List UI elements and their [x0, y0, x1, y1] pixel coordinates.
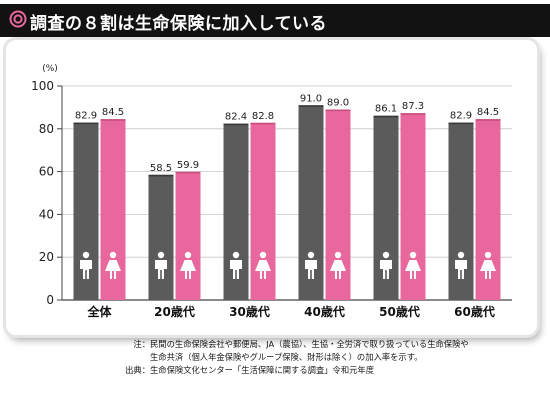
data-label: 82.8: [252, 111, 274, 122]
footnote-text: 生命保険文化センター「生活保障に関する調査」令和元年度: [150, 365, 375, 375]
data-label: 87.3: [402, 101, 424, 112]
footnote-head: 出典：: [125, 365, 150, 375]
bar: [73, 122, 99, 301]
male-icon: [80, 260, 92, 279]
bar-top-edge: [448, 122, 474, 125]
female-icon-head: [409, 251, 417, 259]
bar-top-edge: [325, 109, 351, 112]
female-icon-head: [484, 251, 492, 259]
footnote-line: 出典： 生命保険文化センター「生活保障に関する調査」令和元年度: [120, 364, 540, 377]
y-tick-label: 100: [31, 79, 54, 93]
bar-top-edge: [175, 171, 201, 174]
y-tick-label: 0: [46, 293, 54, 307]
footnote-line: 生命共済（個人年金保険やグループ保険、財形は除く）の加入率を示す。: [120, 351, 540, 364]
bar-top-edge: [100, 119, 126, 121]
female-icon: [330, 260, 346, 279]
female-icon-head: [109, 251, 117, 259]
footnote-head: 注：: [133, 339, 150, 349]
x-tick-label: 50歳代: [379, 304, 420, 319]
double-circle-icon: [9, 10, 27, 28]
data-label: 89.0: [327, 98, 349, 109]
data-label: 82.9: [450, 111, 472, 122]
male-icon-head: [457, 251, 465, 259]
bar: [100, 119, 126, 300]
data-label: 59.9: [177, 160, 199, 171]
bar: [400, 113, 426, 300]
female-icon: [105, 260, 121, 279]
bar-top-edge: [298, 105, 324, 107]
data-label: 91.0: [300, 93, 322, 104]
female-icon-head: [259, 251, 267, 259]
male-icon: [230, 260, 242, 279]
footnote-text: 生命共済（個人年金保険やグループ保険、財形は除く）の加入率を示す。: [150, 352, 423, 362]
data-label: 84.5: [102, 107, 124, 118]
footnote-head: [120, 351, 150, 364]
female-icon-head: [334, 251, 342, 259]
data-label: 82.9: [75, 111, 97, 122]
x-tick-label: 全体: [86, 304, 112, 319]
data-label: 82.4: [225, 112, 247, 123]
footnotes: 注： 民間の生命保険会社や郵便局、JA（農協）、生協・全労済で取り扱っている生命保…: [120, 338, 540, 377]
bar: [250, 122, 276, 300]
y-tick-label: 40: [39, 207, 54, 221]
bar: [373, 115, 399, 300]
bar: [223, 123, 249, 300]
bar-top-edge: [400, 113, 426, 115]
female-icon-head: [184, 251, 192, 259]
male-icon-head: [307, 251, 315, 259]
y-tick-label: 60: [39, 165, 54, 179]
male-icon-head: [157, 251, 165, 259]
female-icon: [405, 260, 421, 279]
x-tick-label: 20歳代: [154, 304, 195, 319]
y-unit-label: (%): [42, 64, 58, 74]
y-tick-label: 20: [39, 250, 54, 264]
bar: [448, 122, 474, 301]
bar-top-edge: [73, 122, 99, 125]
male-icon-head: [382, 251, 390, 259]
bar-top-edge: [223, 123, 249, 126]
footnote-line: 注： 民間の生命保険会社や郵便局、JA（農協）、生協・全労済で取り扱っている生命保…: [120, 338, 540, 351]
bar-top-edge: [250, 122, 276, 125]
x-tick-label: 40歳代: [304, 304, 345, 319]
x-tick-label: 30歳代: [229, 304, 270, 319]
male-icon-head: [82, 251, 90, 259]
x-tick-label: 60歳代: [454, 304, 495, 319]
female-icon: [255, 260, 271, 279]
male-icon: [455, 260, 467, 279]
bar: [175, 171, 201, 300]
bar-top-edge: [373, 115, 399, 118]
y-tick-label: 80: [39, 122, 54, 136]
bar: [325, 109, 351, 300]
data-label: 86.1: [375, 104, 397, 115]
female-icon: [180, 260, 196, 279]
data-label: 58.5: [150, 163, 172, 174]
bar: [298, 105, 324, 300]
bar: [148, 174, 174, 300]
bar: [475, 119, 501, 300]
male-icon: [155, 260, 167, 279]
title-bar: 調査の８割は生命保険に加入している: [0, 4, 550, 37]
female-icon: [480, 260, 496, 279]
male-icon: [305, 260, 317, 279]
male-icon: [380, 260, 392, 279]
bar-top-edge: [148, 174, 174, 177]
footnote-text: 民間の生命保険会社や郵便局、JA（農協）、生協・全労済で取り扱っている生命保険や: [150, 339, 469, 349]
bar-top-edge: [475, 119, 501, 121]
data-label: 84.5: [477, 107, 499, 118]
male-icon-head: [232, 251, 240, 259]
chart-title: 調査の８割は生命保険に加入している: [30, 14, 327, 34]
